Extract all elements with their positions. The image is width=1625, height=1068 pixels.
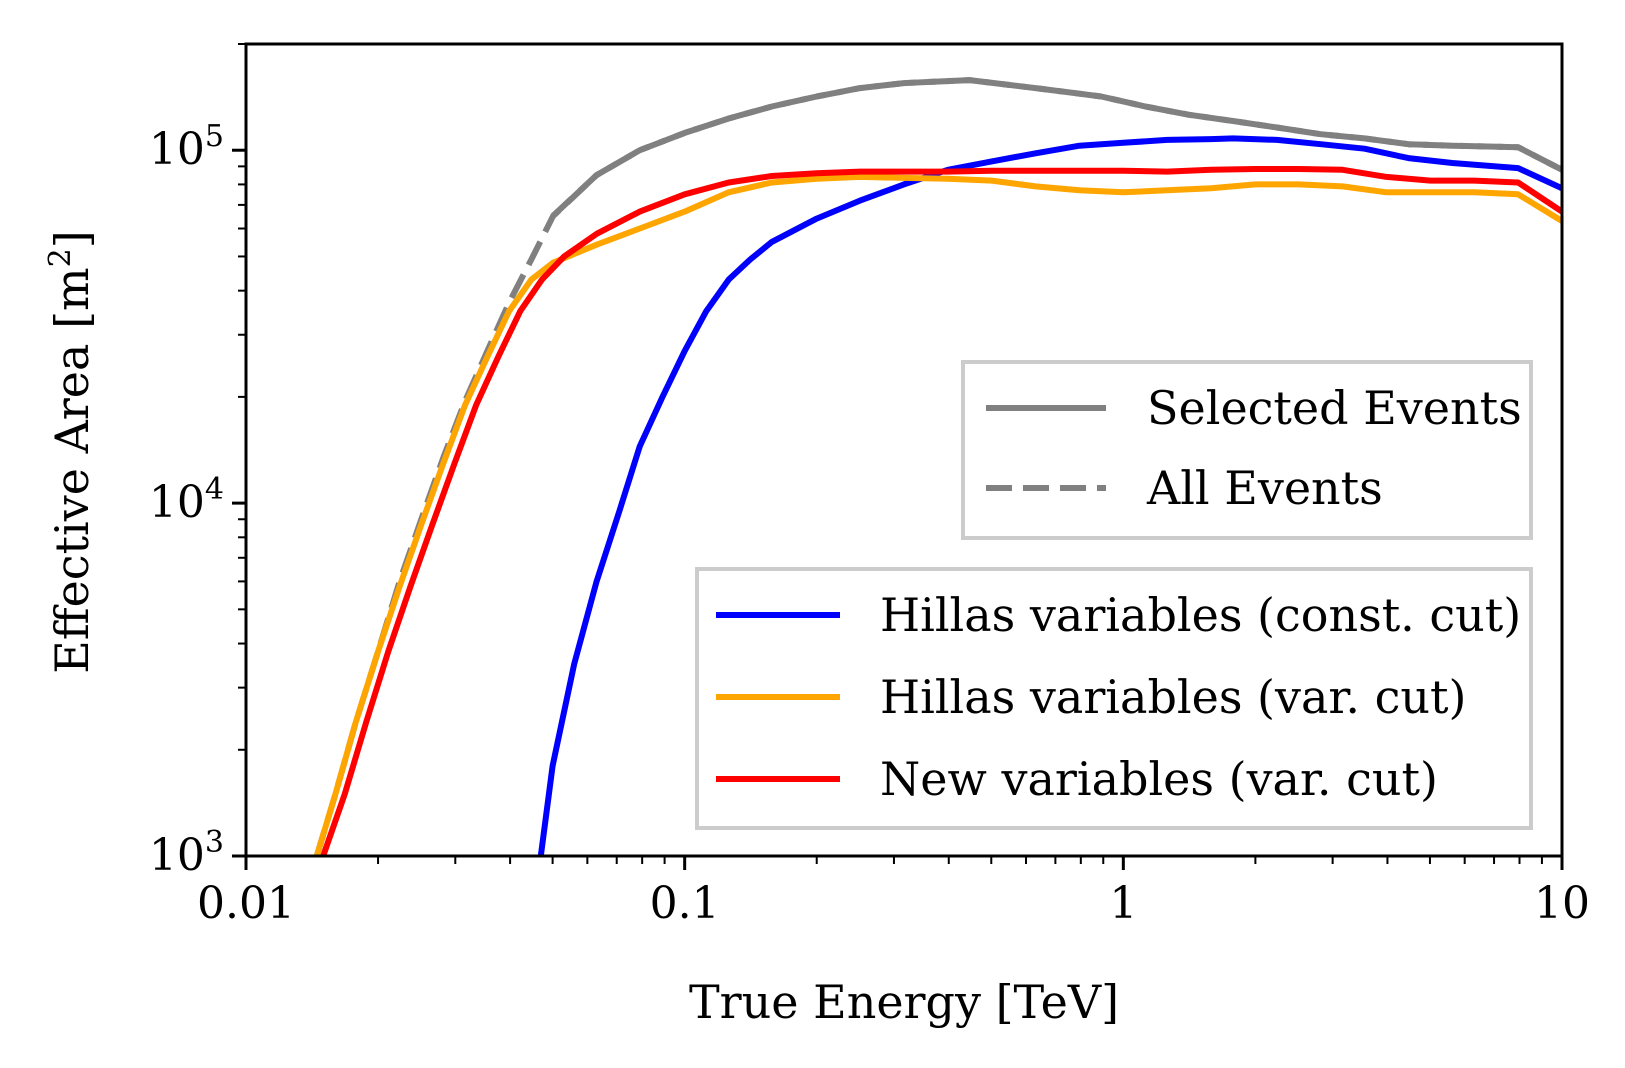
y-tick-base: 10: [149, 477, 205, 528]
style-legend: Selected Events All Events: [961, 360, 1533, 540]
series-line-4: [320, 166, 1562, 856]
series-line-3: [313, 173, 1562, 856]
x-axis: 0.01 0.1 1 10: [197, 856, 1590, 929]
plot-lines: [313, 77, 1562, 856]
series-legend-label: New variables (var. cut): [880, 752, 1438, 806]
y-tick-base: 10: [149, 830, 205, 881]
x-tick-label: 0.01: [197, 878, 295, 929]
x-tick-label: 0.1: [650, 878, 720, 929]
series-legend-label: Hillas variables (var. cut): [880, 670, 1466, 724]
y-tick-exponent: 5: [205, 119, 224, 154]
x-axis-label: True Energy [TeV]: [689, 975, 1119, 1029]
y-tick-exponent: 3: [205, 825, 224, 860]
style-legend-box: [961, 360, 1533, 540]
plot-frame: [244, 42, 1564, 858]
style-legend-label: All Events: [1146, 461, 1383, 515]
y-tick-base: 10: [149, 124, 205, 175]
style-legend-label: Selected Events: [1147, 381, 1522, 435]
y-axis-label-exponent: 2: [43, 248, 78, 267]
series-legend: Hillas variables (const. cut) Hillas vari…: [695, 567, 1533, 830]
y-axis-label-text: Effective Area [m: [45, 267, 99, 673]
y-axis-label-close: ]: [45, 230, 99, 248]
y-tick-label: 103: [149, 825, 224, 881]
x-tick-label: 1: [1109, 878, 1137, 929]
y-tick-label: 105: [149, 119, 224, 175]
y-tick-exponent: 4: [205, 472, 224, 507]
series-legend-label: Hillas variables (const. cut): [880, 588, 1521, 642]
x-tick-label: 10: [1534, 878, 1590, 929]
y-axis-label: Effective Area [m2]: [43, 230, 99, 673]
y-tick-label: 104: [149, 472, 224, 528]
